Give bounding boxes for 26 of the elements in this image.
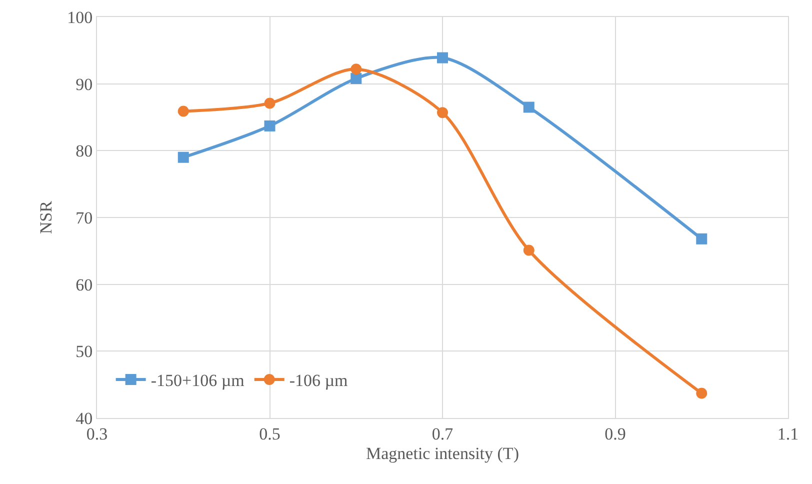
y-tick-label: 90 — [76, 74, 93, 94]
y-tick-label: 100 — [67, 8, 93, 27]
point — [178, 106, 189, 117]
point — [437, 52, 448, 64]
x-axis-title: Magnetic intensity (T) — [366, 444, 519, 463]
x-tick-label: 0.9 — [604, 424, 626, 444]
y-tick-label: 70 — [76, 208, 93, 228]
point — [696, 388, 708, 399]
point — [523, 102, 534, 113]
point — [264, 98, 276, 109]
y-axis-title: NSR — [36, 200, 56, 234]
y-tick-label: 50 — [76, 342, 93, 362]
legend-label: -150+106 µm — [150, 371, 244, 390]
point — [350, 72, 362, 84]
y-tick-label: 80 — [76, 142, 93, 161]
point — [178, 152, 189, 163]
legend-label: -106 µm — [289, 371, 348, 390]
point — [350, 64, 362, 75]
point — [696, 233, 708, 244]
x-tick-label: 1.1 — [777, 424, 799, 444]
x-tick-label: 0.7 — [432, 424, 454, 444]
x-tick-label: 0.5 — [259, 424, 280, 444]
point — [437, 107, 448, 118]
point — [264, 120, 276, 132]
point — [523, 244, 534, 256]
y-tick-label: 60 — [76, 275, 93, 294]
